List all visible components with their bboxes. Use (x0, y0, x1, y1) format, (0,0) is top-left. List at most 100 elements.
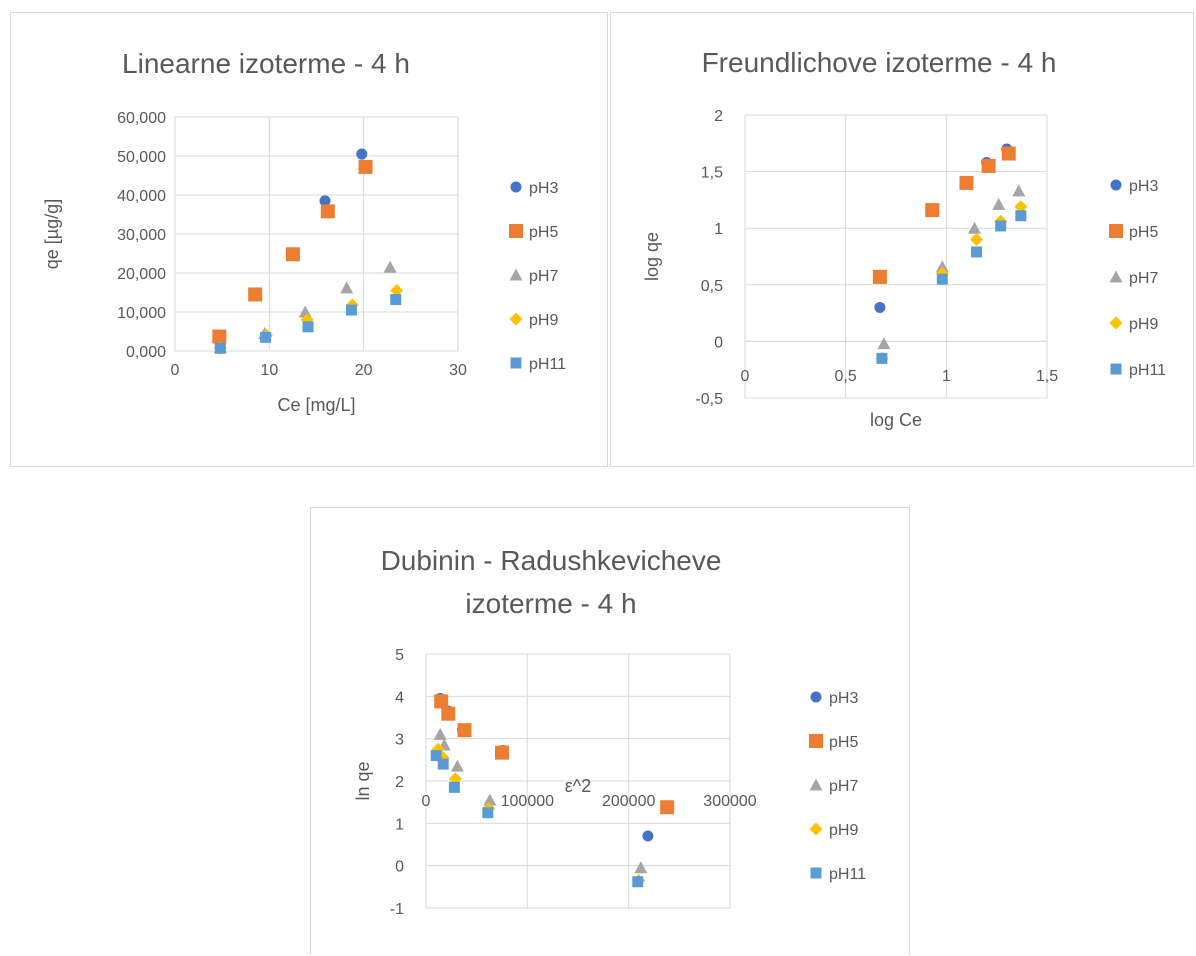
y-tick-label: 2 (714, 108, 723, 125)
data-point-ph11 (632, 876, 644, 888)
y-tick-label: 10,000 (117, 305, 166, 322)
y-axis-title: qe [µg/g] (42, 199, 62, 269)
data-point-ph5 (320, 204, 335, 219)
data-point-ph7 (1012, 184, 1026, 197)
legend-marker-ph5 (809, 734, 823, 748)
legend-label-ph5: pH5 (1129, 224, 1158, 241)
data-point-ph5 (457, 723, 472, 738)
y-tick-label: 1 (714, 221, 723, 238)
legend-label-ph7: pH7 (829, 778, 858, 795)
data-point-ph7 (450, 759, 464, 772)
data-point-ph7 (877, 337, 891, 350)
y-tick-label: 40,000 (117, 188, 166, 205)
legend-marker-ph9 (1109, 316, 1123, 330)
data-point-ph5 (212, 329, 227, 344)
legend-label-ph7: pH7 (1129, 270, 1158, 287)
data-point-ph11 (437, 758, 449, 770)
legend-marker-ph9 (509, 312, 523, 326)
data-point-ph5 (248, 287, 263, 302)
x-tick-label: 1 (942, 368, 951, 385)
legend-marker-ph5 (1109, 224, 1123, 238)
freundlich-isotherm-plot: Freundlichove izoterme - 4 h -0,5 0 0,5 1 1,5… (642, 47, 1166, 430)
data-point-ph11 (260, 331, 272, 343)
dubinin-radushkevich-plot: Dubinin - Radushkevicheve izoterme - 4 h -… (353, 545, 866, 918)
data-point-ph3 (319, 195, 331, 207)
data-point-ph9 (1014, 200, 1028, 214)
legend-marker-ph3 (810, 691, 822, 703)
legend-marker-ph11 (1110, 363, 1122, 375)
legend-label-ph11: pH11 (1129, 362, 1166, 379)
data-point-ph7 (992, 197, 1006, 210)
data-point-ph7 (298, 305, 312, 318)
legend-marker-ph3 (510, 181, 522, 193)
x-tick-label: 200000 (602, 793, 655, 810)
dubinin-radushkevich-isotherm-chart: Dubinin - Radushkevicheve izoterme - 4 h -… (310, 507, 910, 955)
legend-label-ph7: pH7 (529, 268, 558, 285)
data-point-ph7 (634, 861, 648, 874)
data-point-ph11 (876, 352, 888, 364)
data-point-ph3 (642, 830, 654, 842)
data-point-ph11 (214, 342, 226, 354)
y-tick-label: 60,000 (117, 110, 166, 127)
legend-marker-ph7 (809, 778, 823, 791)
y-tick-label: 5 (395, 647, 404, 664)
chart-title: izoterme - 4 h (465, 588, 636, 619)
legend-label-ph9: pH9 (1129, 316, 1158, 333)
legend-marker-ph5 (509, 224, 523, 238)
chart-title: Linearne izoterme - 4 h (122, 48, 410, 79)
y-axis-title: log qe (642, 232, 662, 281)
x-tick-label: 1,5 (1036, 368, 1058, 385)
data-point-ph11 (430, 750, 442, 762)
data-point-ph5 (434, 694, 449, 709)
legend-label-ph9: pH9 (829, 822, 858, 839)
legend-label-ph5: pH5 (529, 224, 558, 241)
data-point-ph7 (968, 221, 982, 234)
x-tick-label: 0 (171, 362, 180, 379)
data-point-ph5 (981, 158, 996, 173)
data-point-ph5 (872, 269, 887, 284)
data-point-ph11 (448, 781, 460, 793)
legend-marker-ph7 (509, 268, 523, 281)
y-tick-label: 50,000 (117, 149, 166, 166)
legend-label-ph3: pH3 (1129, 178, 1158, 195)
chart-title: Freundlichove izoterme - 4 h (702, 47, 1057, 78)
y-tick-label: 0 (714, 334, 723, 351)
x-axis-title: Ce [mg/L] (277, 395, 355, 415)
data-point-ph11 (995, 220, 1007, 232)
data-point-ph7 (383, 260, 397, 273)
data-point-ph5 (441, 706, 456, 721)
x-tick-label: 300000 (703, 793, 756, 810)
legend-label-ph11: pH11 (829, 866, 866, 883)
data-point-ph9 (390, 284, 404, 298)
x-tick-label: 100000 (501, 793, 554, 810)
y-tick-label: 0,5 (701, 278, 723, 295)
y-tick-label: 20,000 (117, 266, 166, 283)
legend-marker-ph9 (809, 822, 823, 836)
data-point-ph11 (936, 273, 948, 285)
data-point-ph9 (970, 233, 984, 247)
data-point-ph3 (356, 148, 368, 160)
legend-label-ph11: pH11 (529, 356, 566, 373)
data-point-ph5 (1001, 146, 1016, 161)
x-tick-label: 0,5 (835, 368, 857, 385)
data-point-ph3 (874, 301, 886, 313)
linear-isotherm-plot: Linearne izoterme - 4 h 0,000 10,000 20,000… (42, 48, 566, 415)
y-tick-label: 30,000 (117, 227, 166, 244)
linear-isotherm-chart: Linearne izoterme - 4 h 0,000 10,000 20,000… (10, 12, 608, 467)
data-point-ph7 (340, 281, 354, 294)
y-tick-label: 1 (395, 816, 404, 833)
data-point-ph11 (390, 294, 402, 306)
y-tick-label: 1,5 (701, 165, 723, 182)
legend-marker-ph11 (810, 867, 822, 879)
y-tick-label: 4 (395, 689, 404, 706)
y-axis-title: ln qe (353, 761, 373, 800)
data-point-ph11 (482, 807, 494, 819)
x-tick-label: 0 (741, 368, 750, 385)
data-point-ph7 (935, 260, 949, 273)
data-point-ph5 (959, 175, 974, 190)
legend-marker-ph7 (1109, 270, 1123, 283)
legend-label-ph3: pH3 (529, 180, 558, 197)
x-tick-label: 20 (355, 362, 373, 379)
y-tick-label: -1 (390, 901, 404, 918)
freundlich-isotherm-chart: Freundlichove izoterme - 4 h -0,5 0 0,5 1 1,5… (610, 12, 1194, 467)
